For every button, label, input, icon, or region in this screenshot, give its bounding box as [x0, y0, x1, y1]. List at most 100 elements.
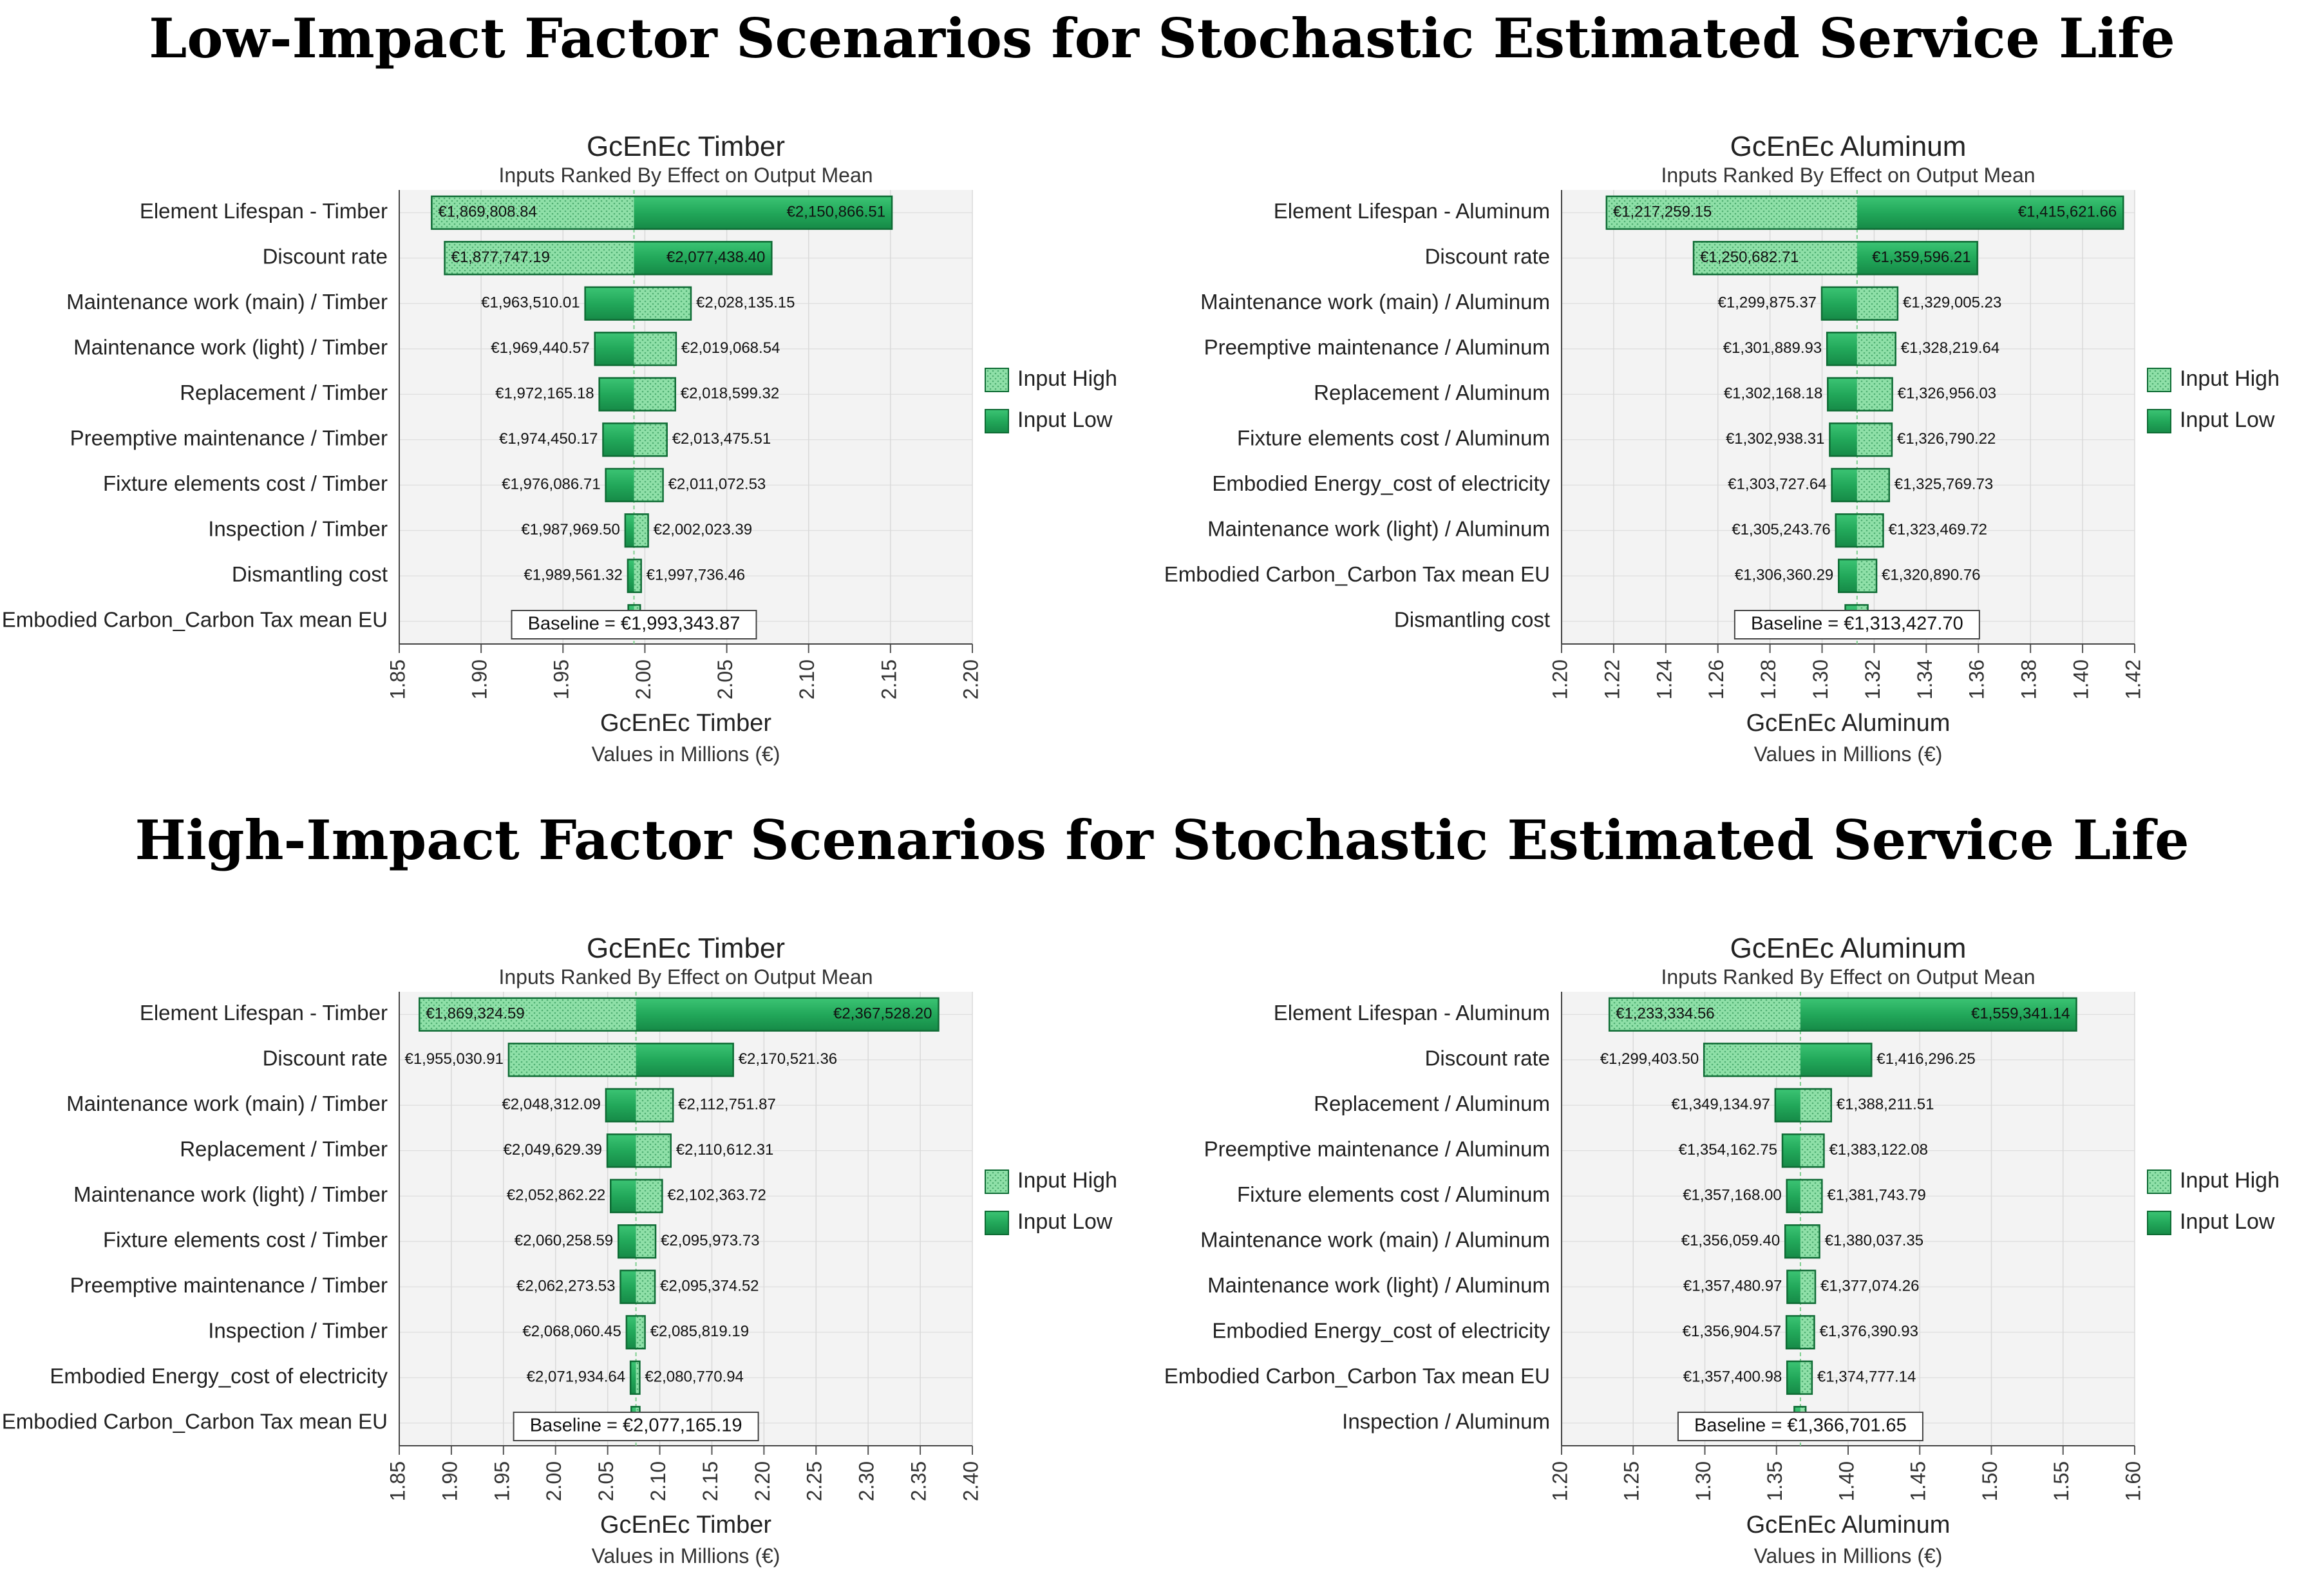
value-label-high: €1,326,956.03 [1898, 385, 1996, 402]
bar-right-segment [1800, 1088, 1831, 1122]
value-label-high: €1,416,296.25 [1876, 1050, 1975, 1068]
bar-outline [605, 468, 664, 502]
x-tick-label: 1.20 [1548, 659, 1571, 699]
bar-left-segment [625, 514, 634, 547]
bar-right-segment [1856, 514, 1884, 547]
bar-outline [598, 377, 676, 412]
value-label-low: €1,869,324.59 [426, 1005, 524, 1023]
x-tick-label: 1.28 [1757, 659, 1780, 699]
x-tick-label: 2.35 [907, 1461, 931, 1501]
bar-right-segment [1856, 468, 1889, 502]
value-label-high: €2,077,438.40 [666, 249, 765, 266]
value-label-low: €2,060,258.59 [515, 1232, 613, 1249]
bar-outline [507, 1043, 734, 1077]
bar-outline [1774, 1088, 1833, 1122]
bar-left-segment [1835, 514, 1857, 547]
bar-right-segment [1856, 559, 1877, 592]
bar-right-segment [1856, 332, 1896, 366]
bar-outline [1786, 1179, 1823, 1213]
x-tick-label: 2.30 [855, 1461, 878, 1501]
chart-subtitle: Inputs Ranked By Effect on Output Mean [1661, 164, 2035, 187]
bar-right-segment [1856, 196, 2124, 229]
legend-label-input-low: Input Low [2180, 1209, 2275, 1234]
bar-left-segment [431, 196, 634, 229]
value-label-low: €1,357,168.00 [1683, 1187, 1781, 1204]
input-label: Fixture elements cost / Timber [103, 1227, 388, 1251]
bar-left-segment [1829, 423, 1857, 457]
bar-right-segment [1800, 998, 2077, 1031]
input-label: Discount rate [263, 244, 388, 268]
value-label-low: €1,963,510.01 [481, 294, 580, 312]
input-label: Preemptive maintenance / Aluminum [1204, 335, 1550, 359]
bar-left-segment [627, 559, 634, 592]
x-tick-label: 1.38 [2017, 659, 2041, 699]
baseline-label: Baseline = €1,993,343.87 [528, 614, 741, 634]
value-label-high: €1,374,777.14 [1817, 1368, 1916, 1386]
tornado-chart-aluminum-low-impact: GcEnEc Aluminum Inputs Ranked By Effect o… [1162, 109, 2315, 779]
bar-outline [625, 1315, 646, 1350]
bar-outline [431, 195, 893, 230]
input-label: Embodied Carbon_Carbon Tax mean EU [1164, 1364, 1550, 1388]
value-label-low: €1,969,440.57 [491, 339, 589, 357]
bar-left-segment [618, 1225, 636, 1258]
bar-left-segment [1828, 377, 1857, 411]
value-label-high: €1,997,736.46 [647, 567, 745, 584]
legend-swatch-input-high [985, 368, 1009, 392]
input-label: Inspection / Aluminum [1342, 1409, 1550, 1433]
value-label-low: €1,356,059.40 [1681, 1232, 1780, 1249]
bar-left-segment [594, 332, 634, 366]
value-label-low: €1,989,561.32 [524, 567, 622, 584]
bar-left-segment [1827, 332, 1857, 366]
legend-label-input-low: Input Low [1017, 408, 1113, 432]
x-tick-label: 1.34 [1913, 659, 1936, 699]
bar-left-segment [585, 287, 634, 320]
bar-outline [627, 558, 642, 593]
bar-right-segment [636, 998, 939, 1031]
value-label-low: €1,976,086.71 [502, 476, 600, 493]
x-tick-label: 1.30 [1809, 659, 1832, 699]
bar-right-segment [1800, 1043, 1872, 1077]
bar-outline [1835, 513, 1884, 548]
value-label-low: €1,974,450.17 [499, 430, 598, 448]
bar-outline [1831, 468, 1891, 502]
bar-right-segment [636, 1043, 733, 1077]
x-tick-label: 2.05 [594, 1461, 618, 1501]
chart-subtitle: Inputs Ranked By Effect on Output Mean [498, 164, 873, 187]
bar-left-segment [610, 1179, 636, 1213]
x-axis-title: GcEnEc Aluminum [1746, 1511, 1951, 1538]
bar-left-segment [444, 241, 634, 275]
bar-left-segment [1694, 241, 1857, 275]
bar-left-segment [1838, 559, 1857, 592]
bar-left-segment [1609, 998, 1800, 1031]
x-tick-label: 1.22 [1600, 659, 1623, 699]
baseline-box [511, 610, 757, 639]
x-axis-subtitle: Values in Millions (€) [592, 743, 780, 766]
chart-title: GcEnEc Timber [587, 933, 785, 964]
input-label: Element Lifespan - Timber [140, 1001, 388, 1025]
value-label-high: €2,080,770.94 [645, 1368, 743, 1386]
value-label-high: €1,326,790.22 [1897, 430, 1996, 448]
bar-outline [1605, 195, 2124, 230]
input-label: Fixture elements cost / Aluminum [1237, 1182, 1550, 1206]
input-label: Preemptive maintenance / Timber [70, 1273, 388, 1297]
x-tick-label: 2.10 [795, 659, 818, 699]
baseline-label: Baseline = €2,077,165.19 [530, 1415, 742, 1436]
value-label-low: €1,233,334.56 [1616, 1005, 1714, 1023]
x-axis-title: GcEnEc Timber [600, 710, 771, 737]
input-label: Preemptive maintenance / Timber [70, 426, 388, 450]
chart-svg: GcEnEc Timber Inputs Ranked By Effect on … [2, 131, 1117, 766]
legend-swatch-input-low [2147, 409, 2171, 433]
value-label-high: €1,323,469.72 [1888, 521, 1987, 538]
value-label-low: €1,303,727.64 [1728, 476, 1826, 493]
x-tick-label: 1.25 [1620, 1461, 1643, 1501]
value-label-high: €1,320,890.76 [1882, 567, 1980, 584]
bar-outline [606, 1133, 672, 1168]
input-label: Maintenance work (light) / Timber [73, 1182, 388, 1206]
bar-left-segment [1822, 287, 1857, 320]
bar-outline [602, 422, 668, 457]
bar-outline [1786, 1360, 1813, 1395]
bar-outline [624, 513, 649, 548]
chart-title: GcEnEc Aluminum [1730, 933, 1967, 964]
bar-outline [1826, 332, 1896, 366]
legend-label-input-high: Input High [2180, 1168, 2280, 1193]
